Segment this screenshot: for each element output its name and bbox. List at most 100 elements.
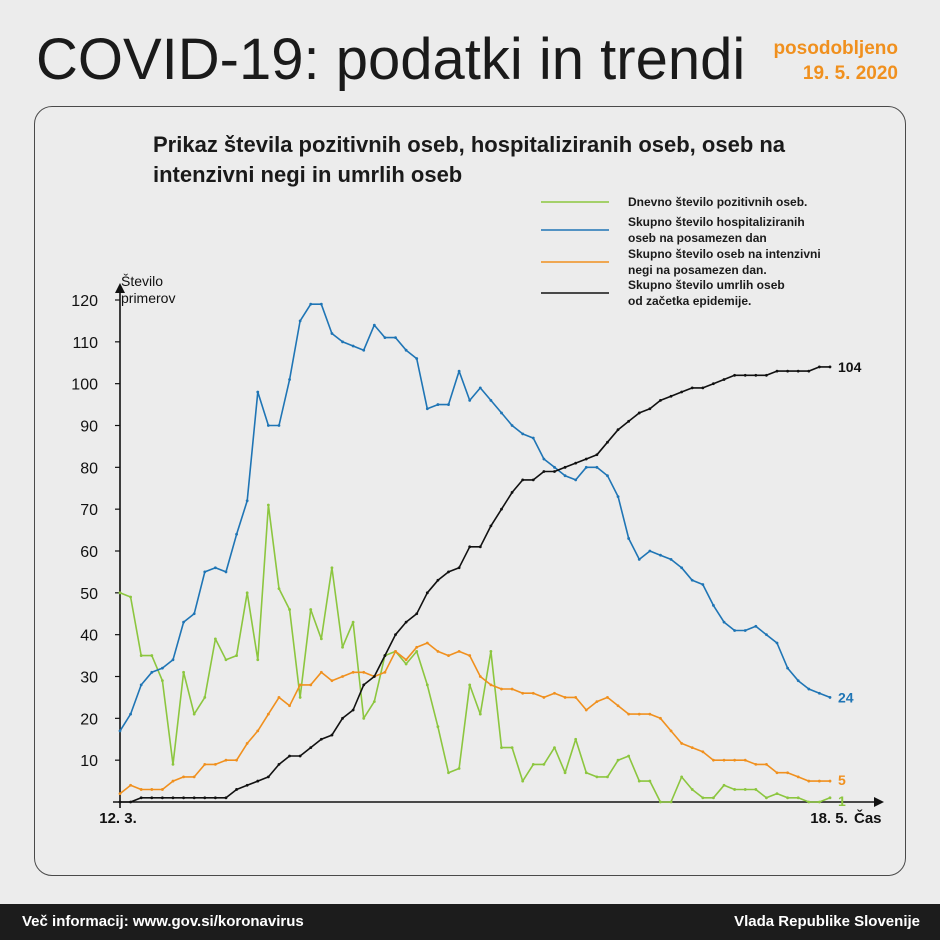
point-hospital: [712, 603, 715, 607]
point-deaths: [786, 369, 790, 373]
point-icu: [160, 788, 164, 791]
point-deaths: [235, 788, 238, 791]
point-icu: [595, 700, 599, 703]
point-deaths: [319, 737, 323, 741]
point-hospital: [425, 407, 429, 411]
point-deaths: [669, 394, 673, 398]
point-deaths: [277, 762, 281, 766]
point-deaths: [330, 733, 334, 737]
point-hospital: [489, 399, 493, 402]
point-hospital: [256, 390, 260, 394]
point-icu: [796, 775, 800, 779]
point-icu: [500, 687, 503, 691]
point-deaths: [160, 796, 164, 800]
point-deaths: [118, 800, 122, 804]
point-deaths: [139, 796, 143, 800]
point-deaths: [383, 654, 387, 657]
point-hospital: [351, 344, 355, 348]
point-positive: [319, 637, 323, 641]
point-hospital: [235, 532, 238, 536]
point-positive: [616, 758, 620, 762]
point-deaths: [542, 470, 546, 473]
point-deaths: [606, 440, 609, 444]
y-tick-label: 60: [80, 544, 98, 561]
point-icu: [818, 779, 821, 783]
legend-label-icu: negi na posamezen dan.: [628, 263, 767, 277]
point-deaths: [500, 507, 503, 511]
point-hospital: [309, 302, 313, 306]
point-icu: [510, 687, 514, 691]
point-icu: [139, 788, 143, 791]
point-deaths: [510, 491, 514, 494]
point-icu: [330, 679, 334, 683]
point-icu: [531, 691, 535, 695]
point-hospital: [754, 624, 758, 628]
point-positive: [182, 670, 185, 674]
point-positive: [277, 587, 281, 591]
point-positive: [680, 775, 684, 779]
point-icu: [690, 746, 694, 750]
point-positive: [213, 637, 217, 641]
point-hospital: [648, 549, 652, 553]
y-tick-label: 70: [80, 502, 98, 519]
point-hospital: [139, 683, 143, 687]
point-deaths: [404, 620, 408, 624]
point-positive: [669, 800, 673, 804]
x-axis-arrow: [874, 797, 884, 807]
point-positive: [828, 796, 832, 800]
point-icu: [468, 654, 472, 657]
point-positive: [606, 775, 609, 779]
point-icu: [150, 788, 154, 791]
y-tick-label: 110: [72, 335, 98, 352]
point-deaths: [733, 373, 737, 377]
point-deaths: [754, 373, 758, 377]
point-positive: [415, 650, 419, 653]
chart-panel: [34, 106, 906, 876]
point-icu: [563, 696, 567, 699]
chart-title: Prikaz števila pozitivnih oseb, hospital…: [153, 132, 786, 187]
point-icu: [775, 771, 779, 775]
point-hospital: [362, 348, 366, 352]
point-positive: [288, 608, 291, 611]
point-hospital: [330, 332, 334, 335]
point-icu: [457, 650, 461, 653]
point-hospital: [659, 553, 662, 557]
point-positive: [712, 796, 715, 800]
y-tick-label: 90: [80, 419, 98, 436]
point-icu: [213, 762, 217, 766]
point-positive: [542, 762, 546, 766]
point-hospital: [574, 478, 578, 482]
point-deaths: [627, 419, 631, 423]
point-positive: [266, 503, 270, 507]
point-icu: [521, 691, 525, 695]
point-icu: [425, 641, 429, 645]
point-deaths: [245, 783, 249, 787]
point-hospital: [786, 666, 790, 670]
point-hospital: [701, 583, 705, 586]
point-deaths: [266, 775, 270, 779]
point-positive: [139, 654, 143, 657]
point-positive: [245, 591, 249, 595]
point-icu: [648, 712, 652, 716]
point-icu: [828, 779, 832, 783]
point-positive: [372, 700, 376, 703]
point-icu: [436, 650, 440, 653]
y-tick-label: 120: [71, 293, 98, 310]
series-line-hospital: [119, 303, 831, 732]
point-deaths: [765, 373, 768, 377]
footer-government: Vlada Republike Slovenije: [734, 913, 920, 930]
point-positive: [192, 712, 196, 716]
end-label-icu: 5: [838, 772, 846, 788]
point-deaths: [828, 365, 832, 369]
point-positive: [171, 762, 175, 766]
point-deaths: [425, 591, 429, 595]
point-hospital: [277, 424, 281, 427]
point-icu: [319, 670, 323, 674]
point-positive: [648, 779, 652, 783]
point-hospital: [341, 340, 344, 344]
point-positive: [203, 696, 207, 699]
point-hospital: [245, 499, 249, 503]
point-icu: [341, 675, 344, 678]
point-positive: [563, 771, 567, 775]
y-axis-label-line2: primerov: [121, 290, 175, 306]
